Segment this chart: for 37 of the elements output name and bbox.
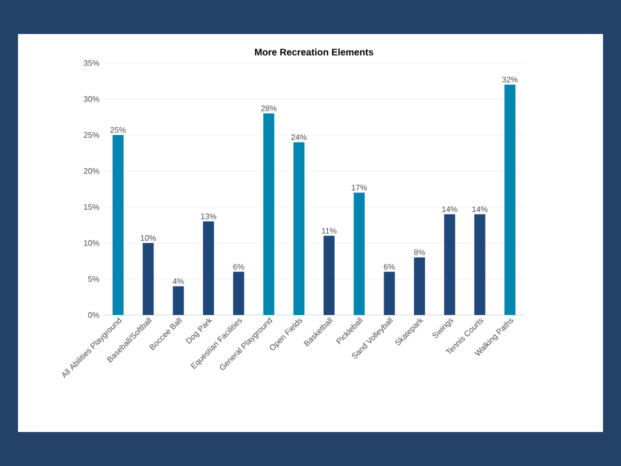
bar: [172, 286, 184, 315]
chart-title: More Recreation Elements: [254, 48, 374, 56]
bar: [233, 272, 244, 315]
y-tick-label: 30%: [84, 96, 100, 102]
data-label: 28%: [261, 106, 276, 112]
data-label: 4%: [172, 278, 184, 284]
data-label: 10%: [140, 235, 156, 241]
data-label: 24%: [291, 134, 307, 140]
data-label: 17%: [352, 184, 367, 190]
data-label: 25%: [110, 127, 126, 133]
data-label: 6%: [233, 264, 244, 270]
data-label: 14%: [472, 206, 488, 212]
data-label: 8%: [414, 250, 425, 256]
data-label: 11%: [322, 228, 336, 234]
bar: [112, 135, 124, 315]
data-label: 32%: [502, 76, 518, 82]
y-tick-label: 5%: [88, 276, 100, 282]
bar: [384, 272, 395, 315]
bar: [293, 142, 304, 315]
data-label: 6%: [384, 264, 395, 270]
data-label: 13%: [201, 214, 216, 220]
bar: [444, 214, 456, 315]
y-tick-label: 25%: [84, 132, 100, 138]
bar: [142, 243, 154, 315]
bar: [474, 214, 486, 315]
y-tick-label: 35%: [84, 60, 100, 66]
bar: [354, 192, 365, 315]
bar: [263, 113, 274, 315]
y-tick-label: 15%: [84, 204, 100, 210]
y-tick-label: 0%: [88, 312, 100, 318]
bar: [324, 236, 335, 315]
bar: [504, 84, 516, 315]
bar: [414, 257, 426, 315]
data-label: 14%: [442, 206, 458, 212]
y-tick-label: 20%: [84, 168, 100, 174]
y-tick-label: 10%: [84, 240, 100, 246]
bar: [203, 221, 214, 315]
